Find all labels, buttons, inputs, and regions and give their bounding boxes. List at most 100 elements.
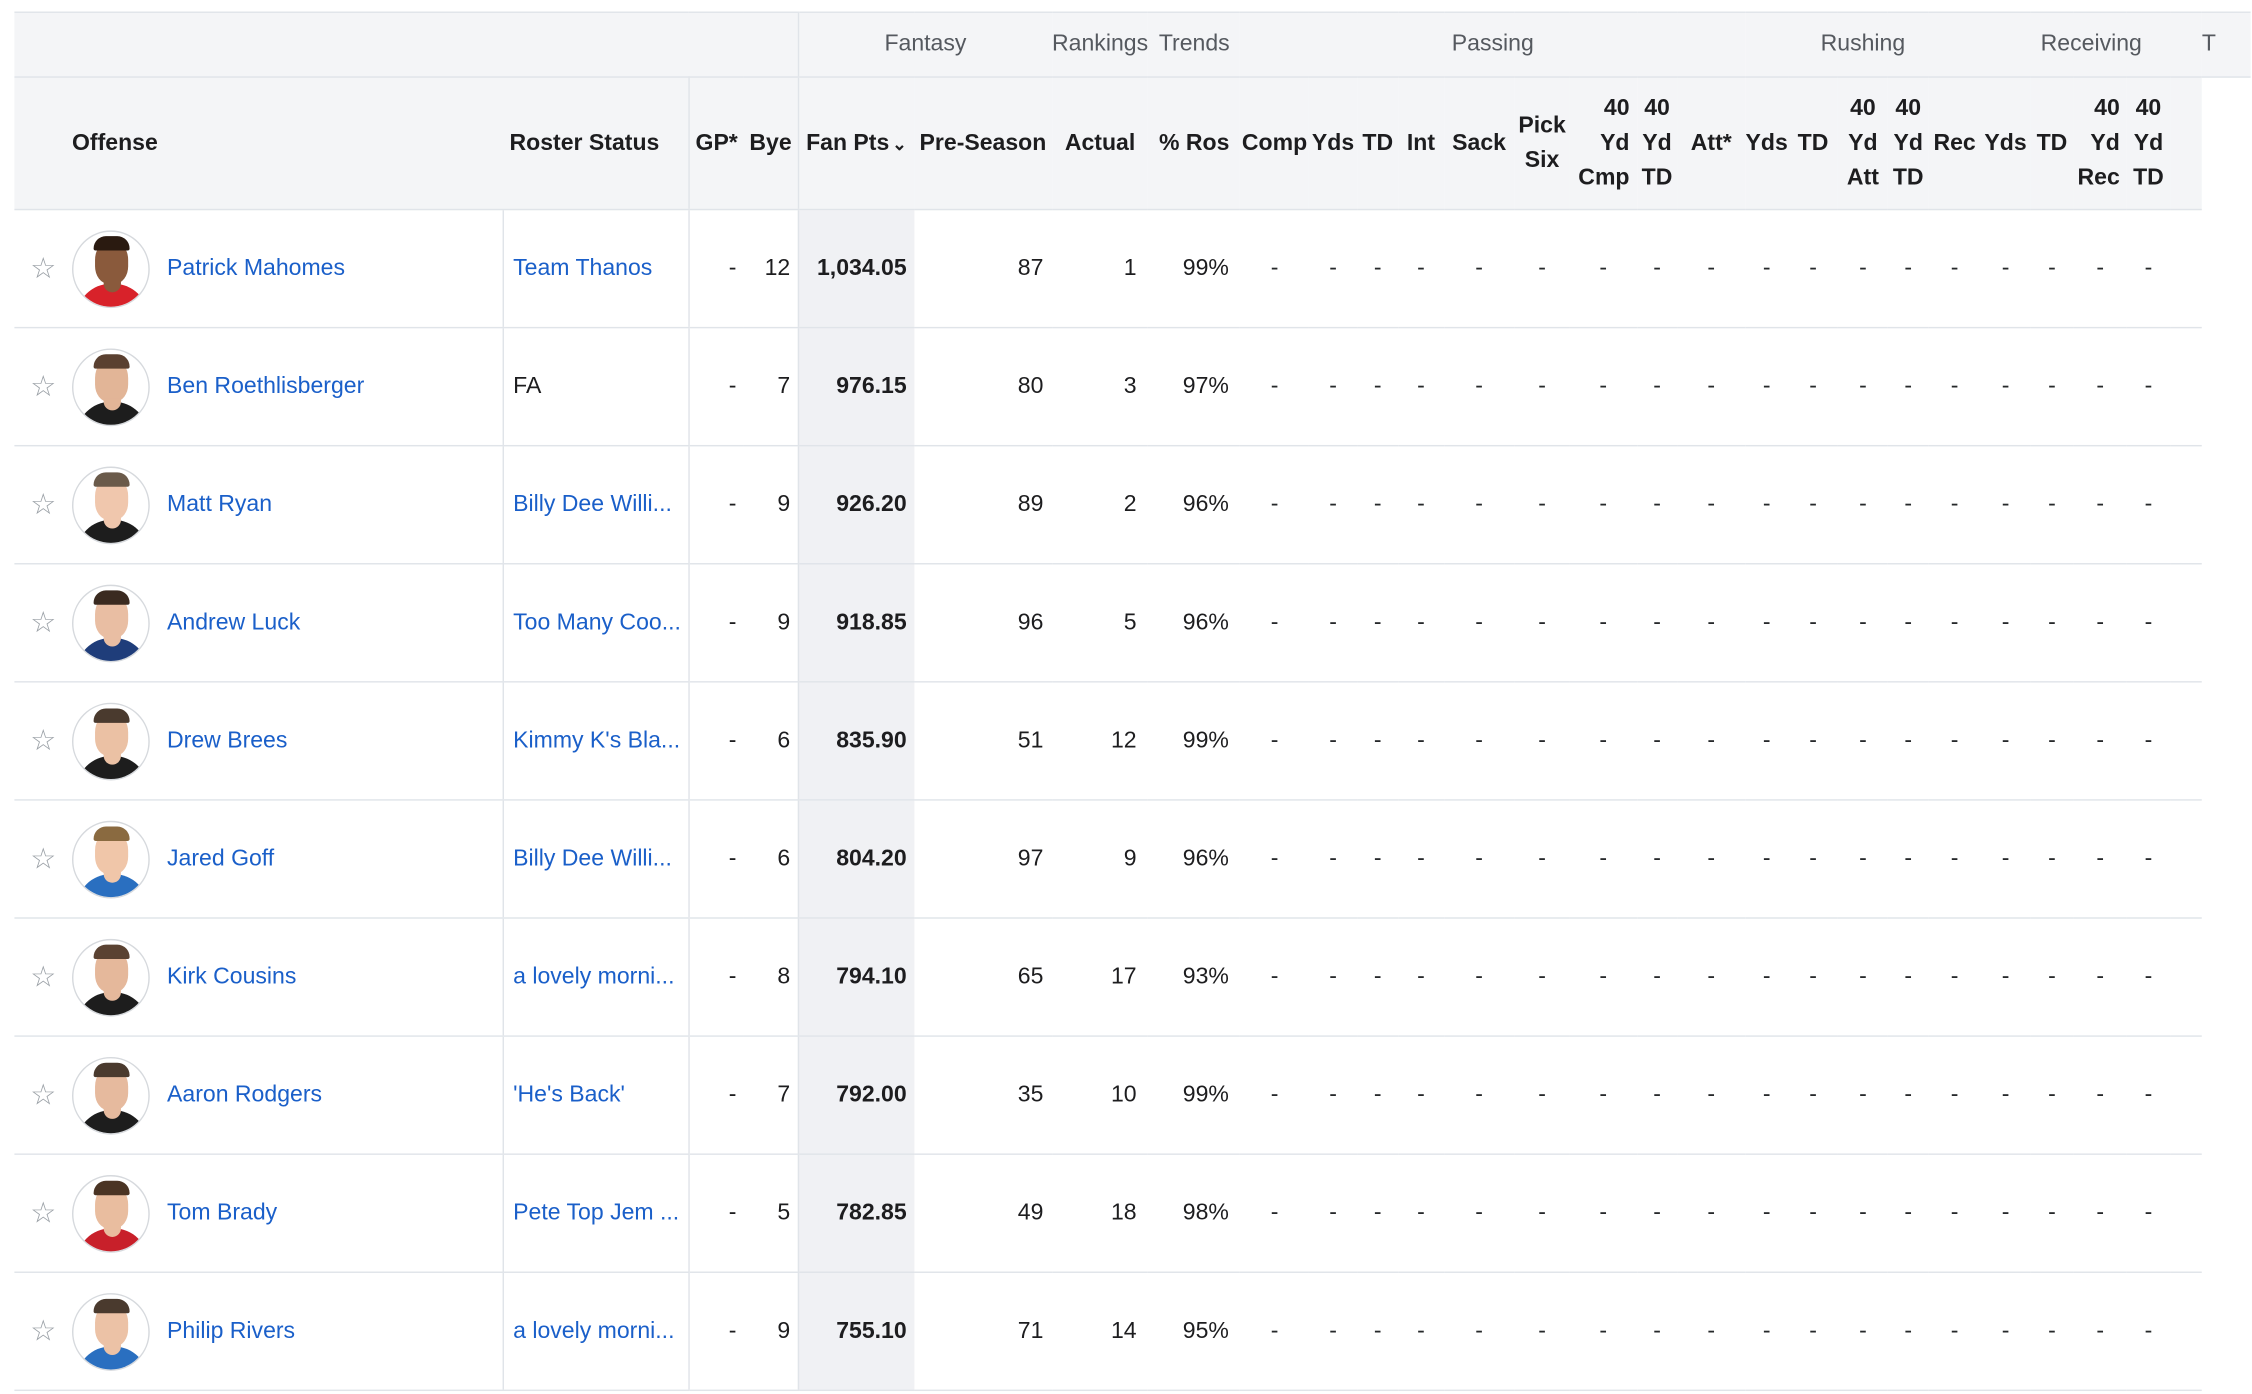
star-icon[interactable]: ☆ — [30, 961, 57, 993]
col-rec-40-td[interactable]: 40 Yd TD — [2126, 77, 2170, 211]
player-name-link[interactable]: Matt Ryan — [167, 491, 273, 517]
stat-cell-rush-40-td: - — [1887, 563, 1929, 683]
star-icon[interactable]: ☆ — [30, 1079, 57, 1111]
stat-cell-extra — [2169, 681, 2202, 801]
roster-status-link[interactable]: Billy Dee Willi... — [513, 846, 672, 871]
player-name-link[interactable]: Drew Brees — [167, 727, 288, 753]
stat-cell-rec-yds: - — [1980, 327, 2031, 447]
roster-status-link: FA — [513, 373, 542, 399]
col-pre-season[interactable]: Pre-Season — [913, 77, 1053, 211]
player-name-link[interactable]: Tom Brady — [167, 1200, 278, 1225]
stat-cell-pick-six: - — [1514, 563, 1570, 683]
player-name-link[interactable]: Patrick Mahomes — [167, 255, 346, 281]
col-pass-40-td[interactable]: 40 Yd TD — [1636, 77, 1678, 211]
stat-cell-pick-six: - — [1514, 681, 1570, 801]
stat-cell-pass-yds: - — [1308, 1272, 1358, 1392]
roster-status-link[interactable]: Kimmy K's Bla... — [513, 727, 681, 753]
col-rec-rec[interactable]: Rec — [1928, 77, 1981, 211]
player-name-link[interactable]: Philip Rivers — [167, 1318, 296, 1343]
col-pass-sack[interactable]: Sack — [1443, 77, 1515, 211]
stat-cell-pass-td: - — [1357, 327, 1399, 447]
col-rec-40-rec-line1: 40 — [2094, 95, 2120, 121]
avatar-jersey — [76, 755, 149, 779]
col-pass-int[interactable]: Int — [1398, 77, 1444, 211]
stat-cell-pass-int: - — [1398, 681, 1444, 801]
roster-status-link[interactable]: Pete Top Jem ... — [513, 1200, 680, 1225]
roster-status-cell: Too Many Coo... — [503, 563, 690, 683]
stat-cell-pass-td: - — [1357, 1272, 1399, 1392]
col-bye[interactable]: Bye — [743, 77, 799, 211]
avatar-hair — [93, 589, 130, 605]
col-rush-td[interactable]: TD — [1788, 77, 1838, 211]
avatar — [72, 1292, 150, 1371]
star-icon[interactable]: ☆ — [30, 725, 57, 757]
col-rush-40-att[interactable]: 40 Yd Att — [1837, 77, 1888, 211]
roster-status-link[interactable]: a lovely morni... — [513, 964, 675, 989]
avatar — [72, 820, 150, 898]
stat-cell-rush-40-att: - — [1837, 1154, 1888, 1273]
stat-cell-rush-yds: - — [1745, 209, 1789, 329]
col-pick-six[interactable]: Pick Six — [1514, 77, 1570, 211]
stat-cell-rec-yds: - — [1980, 918, 2031, 1037]
star-icon[interactable]: ☆ — [30, 606, 57, 639]
pct-ros-cell: 95% — [1148, 1272, 1241, 1392]
col-pass-yds[interactable]: Yds — [1308, 77, 1358, 211]
stat-cell-pass-comp: - — [1240, 209, 1309, 329]
stat-cell-rec-td: - — [2030, 681, 2074, 801]
gp-cell: - — [688, 681, 744, 801]
player-name-link[interactable]: Ben Roethlisberger — [167, 373, 365, 399]
avatar — [72, 465, 150, 544]
col-actual[interactable]: Actual — [1052, 77, 1149, 211]
col-pct-ros[interactable]: % Ros — [1148, 77, 1241, 211]
col-pass-40-cmp[interactable]: 40 Yd Cmp — [1569, 77, 1637, 211]
fan-pts-cell: 918.85 — [797, 563, 914, 683]
col-rush-yds[interactable]: Yds — [1745, 77, 1789, 211]
col-pass-td[interactable]: TD — [1357, 77, 1399, 211]
pre-season-cell: 87 — [913, 209, 1053, 329]
player-info: ☆ Kirk Cousins — [14, 938, 503, 1016]
col-pass-comp[interactable]: Comp — [1240, 77, 1309, 211]
star-icon[interactable]: ☆ — [30, 1315, 57, 1348]
stat-cell-pass-td: - — [1357, 563, 1399, 683]
roster-status-link[interactable]: 'He's Back' — [513, 1082, 625, 1107]
roster-status-link[interactable]: Too Many Coo... — [513, 609, 681, 635]
roster-status-link[interactable]: Team Thanos — [513, 255, 653, 281]
star-icon[interactable]: ☆ — [30, 488, 57, 521]
stat-cell-rec-40-rec: - — [2073, 563, 2127, 683]
roster-status-link[interactable]: a lovely morni... — [513, 1318, 675, 1343]
col-offense[interactable]: Offense — [14, 77, 504, 211]
stat-cell-pass-40-td: - — [1636, 918, 1678, 1037]
col-rec-td[interactable]: TD — [2030, 77, 2074, 211]
stat-cell-pass-int: - — [1398, 799, 1444, 919]
stat-cell-rush-att: - — [1677, 563, 1746, 683]
stat-cell-rush-td: - — [1788, 681, 1838, 801]
stat-cell-rush-40-td: - — [1887, 327, 1929, 447]
col-fan-pts[interactable]: Fan Pts ⌄ — [797, 77, 914, 211]
star-icon[interactable]: ☆ — [30, 370, 57, 403]
col-rush-att[interactable]: Att* — [1677, 77, 1746, 211]
player-name-link[interactable]: Aaron Rodgers — [167, 1082, 323, 1107]
player-name-link[interactable]: Kirk Cousins — [167, 964, 297, 989]
star-icon[interactable]: ☆ — [30, 1197, 57, 1230]
stat-cell-rec-40-td: - — [2126, 681, 2170, 801]
star-icon[interactable]: ☆ — [30, 252, 57, 285]
col-roster-status[interactable]: Roster Status — [503, 77, 690, 211]
roster-status-cell: Billy Dee Willi... — [503, 799, 690, 919]
col-rush-40-td[interactable]: 40 Yd TD — [1887, 77, 1929, 211]
star-icon[interactable]: ☆ — [30, 843, 57, 875]
group-header-passing: Passing — [1240, 11, 1746, 78]
bye-cell: 7 — [743, 1036, 799, 1155]
roster-status-link[interactable]: Billy Dee Willi... — [513, 491, 672, 517]
stat-cell-extra — [2169, 1036, 2202, 1155]
actual-cell: 3 — [1052, 327, 1149, 447]
avatar-collar — [103, 280, 121, 292]
player-name-link[interactable]: Andrew Luck — [167, 609, 301, 635]
stat-cell-pass-40-td: - — [1636, 681, 1678, 801]
stat-cell-rec-td: - — [2030, 1272, 2074, 1392]
col-rec-yds[interactable]: Yds — [1980, 77, 2031, 211]
col-rec-40-rec[interactable]: 40 Yd Rec — [2073, 77, 2127, 211]
col-gp[interactable]: GP* — [688, 77, 744, 211]
player-name-link[interactable]: Jared Goff — [167, 846, 275, 871]
roster-status-cell: a lovely morni... — [503, 918, 690, 1037]
col-rush-40-att-line3: Att — [1846, 164, 1879, 190]
